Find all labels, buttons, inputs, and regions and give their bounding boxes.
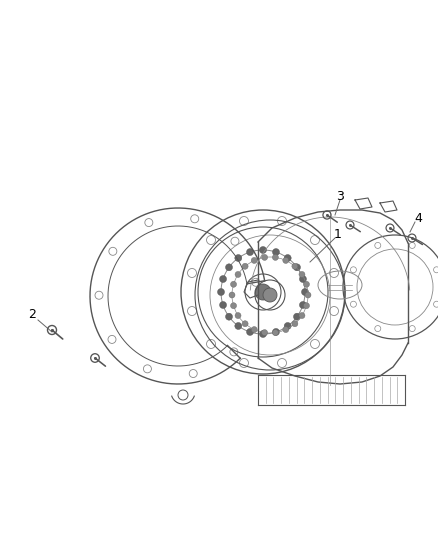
Circle shape — [299, 271, 305, 278]
Circle shape — [226, 313, 233, 320]
Circle shape — [242, 263, 248, 269]
Text: 3: 3 — [336, 190, 344, 203]
Circle shape — [235, 322, 242, 329]
Circle shape — [292, 263, 298, 269]
Circle shape — [293, 313, 300, 320]
Circle shape — [261, 254, 268, 261]
Circle shape — [283, 327, 289, 333]
Circle shape — [261, 329, 268, 336]
Circle shape — [300, 302, 307, 309]
Circle shape — [226, 264, 233, 271]
Circle shape — [251, 257, 257, 263]
Circle shape — [247, 248, 254, 255]
Circle shape — [272, 328, 279, 335]
Circle shape — [255, 284, 271, 300]
Circle shape — [259, 246, 266, 254]
Circle shape — [272, 254, 279, 261]
Circle shape — [263, 288, 277, 302]
Circle shape — [229, 292, 235, 298]
Circle shape — [259, 330, 266, 337]
Circle shape — [247, 328, 254, 335]
Circle shape — [230, 281, 237, 287]
Circle shape — [272, 248, 279, 255]
Text: 4: 4 — [414, 212, 422, 224]
Circle shape — [230, 303, 237, 309]
Circle shape — [305, 292, 311, 298]
Text: 1: 1 — [334, 229, 342, 241]
Circle shape — [300, 276, 307, 282]
Circle shape — [219, 302, 226, 309]
Circle shape — [299, 312, 305, 319]
Text: 2: 2 — [28, 309, 36, 321]
Circle shape — [272, 329, 279, 336]
Circle shape — [304, 281, 310, 287]
Circle shape — [304, 303, 310, 309]
Circle shape — [218, 288, 225, 295]
Circle shape — [251, 327, 257, 333]
Circle shape — [242, 321, 248, 327]
Circle shape — [293, 264, 300, 271]
Circle shape — [235, 255, 242, 262]
Circle shape — [219, 276, 226, 282]
Circle shape — [284, 255, 291, 262]
Circle shape — [235, 271, 241, 278]
Circle shape — [283, 257, 289, 263]
Circle shape — [292, 321, 298, 327]
Circle shape — [301, 288, 308, 295]
Circle shape — [235, 312, 241, 319]
Circle shape — [284, 322, 291, 329]
